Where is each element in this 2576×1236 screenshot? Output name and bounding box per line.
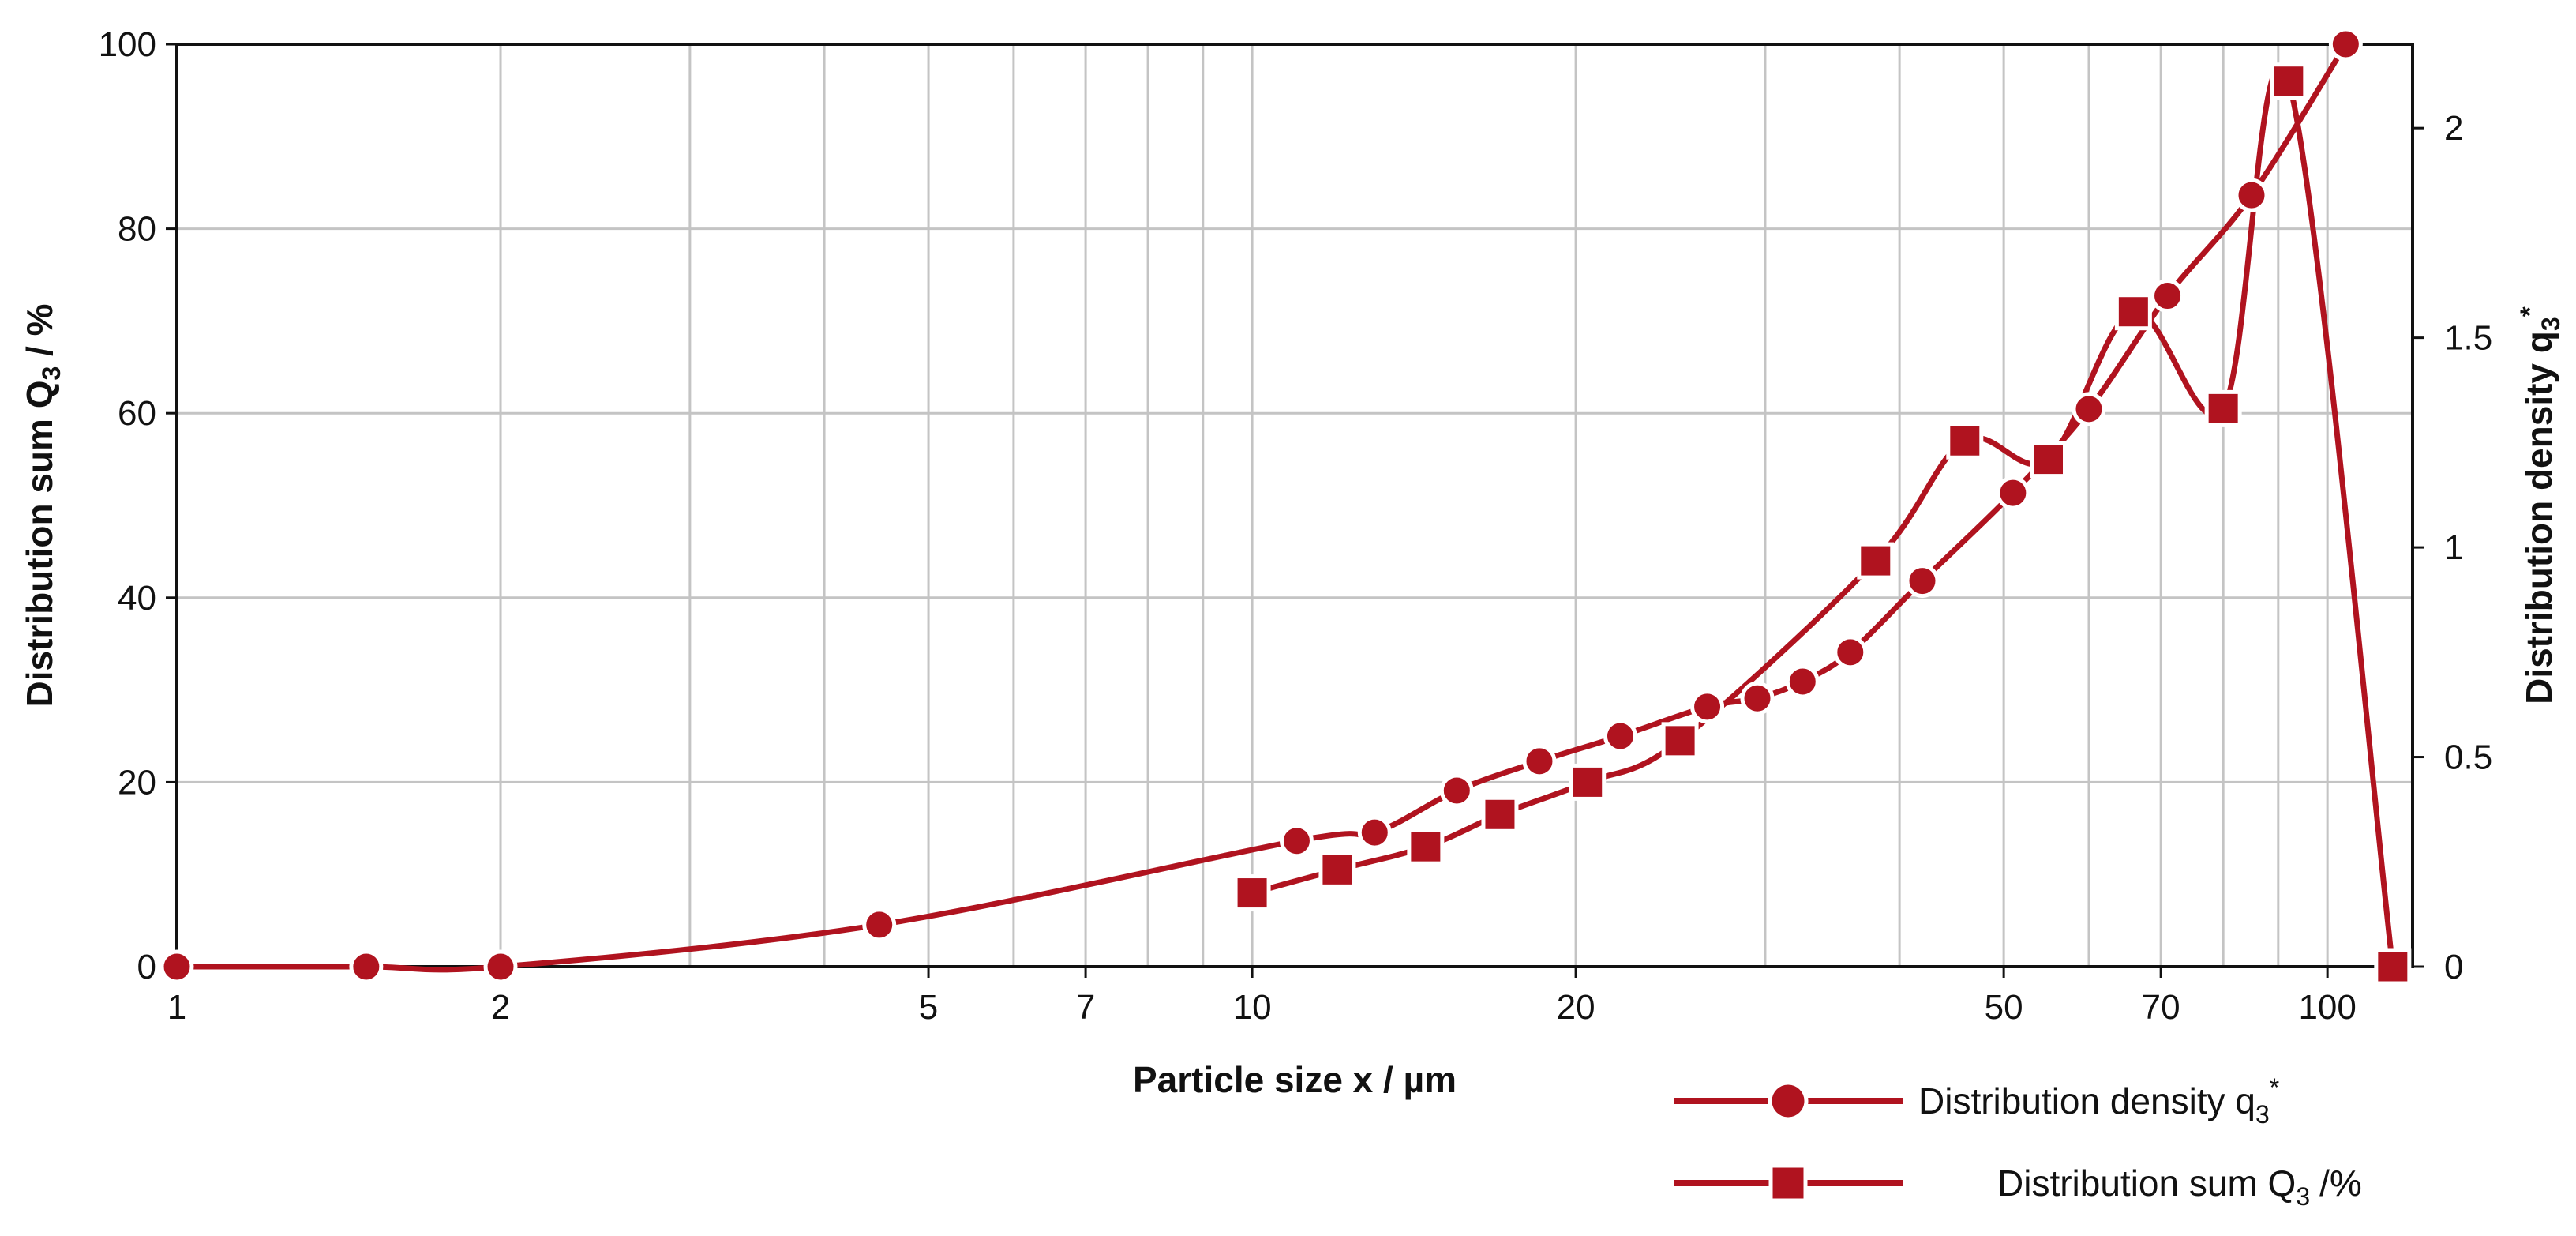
y-axis-left-title-sub: 3 (37, 366, 66, 381)
legend-density-label-main: Distribution density q (1918, 1080, 2255, 1121)
legend-sum-label-unit: /% (2319, 1163, 2362, 1204)
x-tick-label: 10 (1233, 988, 1272, 1027)
density-point (1785, 664, 1820, 699)
legend-circle-marker-icon (1768, 1080, 1809, 1121)
y-axis-right-title-main: Distribution density q (2518, 331, 2559, 704)
y-left-tick-label: 20 (118, 763, 156, 802)
x-tick-label: 100 (2298, 988, 2356, 1027)
y-axis-left-title-unit: / % (19, 303, 60, 366)
sum-point (1481, 795, 1519, 833)
density-point (1279, 824, 1314, 858)
sum-point (2270, 62, 2308, 100)
y-right-tick-label: 2 (2444, 109, 2463, 148)
legend-item-density: Distribution density q3* (1674, 1073, 2279, 1129)
y-axis-right-title-sub: 3 (2537, 317, 2565, 331)
density-point (1740, 681, 1775, 716)
plot-frame (175, 43, 2414, 968)
x-axis-title: Particle size x / µm (1133, 1059, 1457, 1100)
y-left-tick-label: 100 (99, 25, 156, 64)
y-right-tick-label: 1 (2444, 528, 2463, 567)
axis-ticks: 1 2 5 7 10 20 50 70 100 0 20 40 60 80 100 0 0.5 1 1.5 2 (99, 25, 2493, 1027)
legend-sum-label: Distribution sum Q3 /% (1997, 1163, 2362, 1211)
density-point (862, 907, 897, 942)
legend-density-label-sub: 3 (2255, 1100, 2270, 1129)
density-point (2072, 392, 2106, 426)
series-layer (159, 27, 2412, 986)
legend-sum-label-sub: 3 (2296, 1182, 2310, 1211)
sum-point (2204, 389, 2242, 427)
y-left-tick-label: 0 (137, 948, 156, 986)
sum-point (1407, 828, 1445, 866)
y-right-tick-label: 0.5 (2444, 738, 2492, 777)
sum-point (1569, 763, 1607, 801)
sum-point (2030, 441, 2068, 479)
density-point (1522, 744, 1557, 779)
density-point (1905, 564, 1940, 599)
density-point (1833, 635, 1868, 670)
x-tick-label: 70 (2142, 988, 2180, 1027)
y-right-tick-label: 0 (2444, 948, 2463, 986)
y-left-tick-label: 60 (118, 394, 156, 433)
density-point (2234, 178, 2269, 212)
legend-density-label-sup: * (2270, 1073, 2279, 1102)
density-point (349, 949, 384, 984)
density-point (483, 949, 518, 984)
density-point (1996, 475, 2030, 510)
y-axis-right-title: Distribution density q3* (2515, 306, 2565, 704)
density-point (1603, 719, 1637, 753)
y-left-tick-label: 80 (118, 210, 156, 249)
density-point (2328, 27, 2363, 62)
legend-square-marker-icon (1768, 1163, 1808, 1203)
legend: Distribution density q3* Distribution su… (1674, 1073, 2362, 1211)
sum-point (2114, 293, 2152, 331)
x-tick-label: 7 (1076, 988, 1095, 1027)
sum-point (1857, 542, 1895, 580)
sum-point (1318, 851, 1356, 888)
sum-point (1946, 422, 1984, 460)
x-tick-label: 2 (491, 988, 510, 1027)
y-axis-right-title-sup: * (2515, 306, 2545, 317)
y-axis-left-title-main: Distribution sum Q (19, 381, 60, 708)
x-tick-label: 5 (919, 988, 938, 1027)
legend-item-sum: Distribution sum Q3 /% (1674, 1163, 2362, 1211)
legend-density-label: Distribution density q3* (1918, 1073, 2279, 1129)
y-right-tick-label: 1.5 (2444, 319, 2492, 358)
y-left-tick-label: 40 (118, 579, 156, 618)
x-tick-label: 50 (1985, 988, 2023, 1027)
y-axis-left-title: Distribution sum Q3 / % (19, 303, 66, 707)
legend-sum-label-main: Distribution sum Q (1997, 1163, 2296, 1204)
sum-point (2374, 948, 2412, 986)
sum-point (1661, 722, 1699, 760)
sum-point (1233, 874, 1271, 912)
density-point (159, 949, 194, 984)
x-tick-label: 1 (167, 988, 186, 1027)
density-point (1439, 773, 1474, 808)
density-point (2150, 279, 2185, 314)
density-point (1357, 815, 1392, 850)
x-tick-label: 20 (1557, 988, 1595, 1027)
density-point (1690, 689, 1725, 724)
